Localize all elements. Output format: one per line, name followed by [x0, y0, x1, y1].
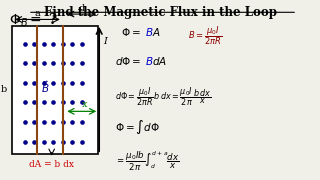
Text: $B$: $B$ [145, 55, 154, 67]
Text: I: I [103, 37, 107, 46]
Text: $\Phi_B = $ ?: $\Phi_B = $ ? [9, 11, 59, 29]
Text: x: x [82, 100, 87, 109]
Text: $= \dfrac{\mu_0 Ib}{2\pi}\int_d^{d+a}\dfrac{dx}{x}$: $= \dfrac{\mu_0 Ib}{2\pi}\int_d^{d+a}\df… [115, 150, 180, 173]
Text: $dA$: $dA$ [152, 55, 167, 67]
Text: $B$: $B$ [145, 26, 154, 38]
Text: d: d [79, 4, 85, 13]
Text: $B = \dfrac{\mu_0 I}{2\pi R}$: $B = \dfrac{\mu_0 I}{2\pi R}$ [188, 25, 222, 47]
Text: $A$: $A$ [152, 26, 161, 38]
Bar [12, 26, 98, 154]
Text: $\Phi = $: $\Phi = $ [121, 26, 141, 38]
Text: $\vec{B}$: $\vec{B}$ [41, 79, 50, 95]
Text: Find the Magnetic Flux in the Loop: Find the Magnetic Flux in the Loop [44, 6, 277, 19]
Text: $d\Phi = $: $d\Phi = $ [115, 55, 141, 67]
Text: $\Phi = \int d\Phi$: $\Phi = \int d\Phi$ [115, 118, 160, 136]
Text: b: b [1, 86, 7, 94]
Text: dA = b dx: dA = b dx [29, 160, 74, 169]
Text: a: a [35, 9, 40, 18]
Text: $d\Phi = \dfrac{\mu_0 I}{2\pi R}\,b\,dx = \dfrac{\mu_0 I}{2\pi}\,\dfrac{b\,dx}{x: $d\Phi = \dfrac{\mu_0 I}{2\pi R}\,b\,dx … [115, 86, 212, 108]
